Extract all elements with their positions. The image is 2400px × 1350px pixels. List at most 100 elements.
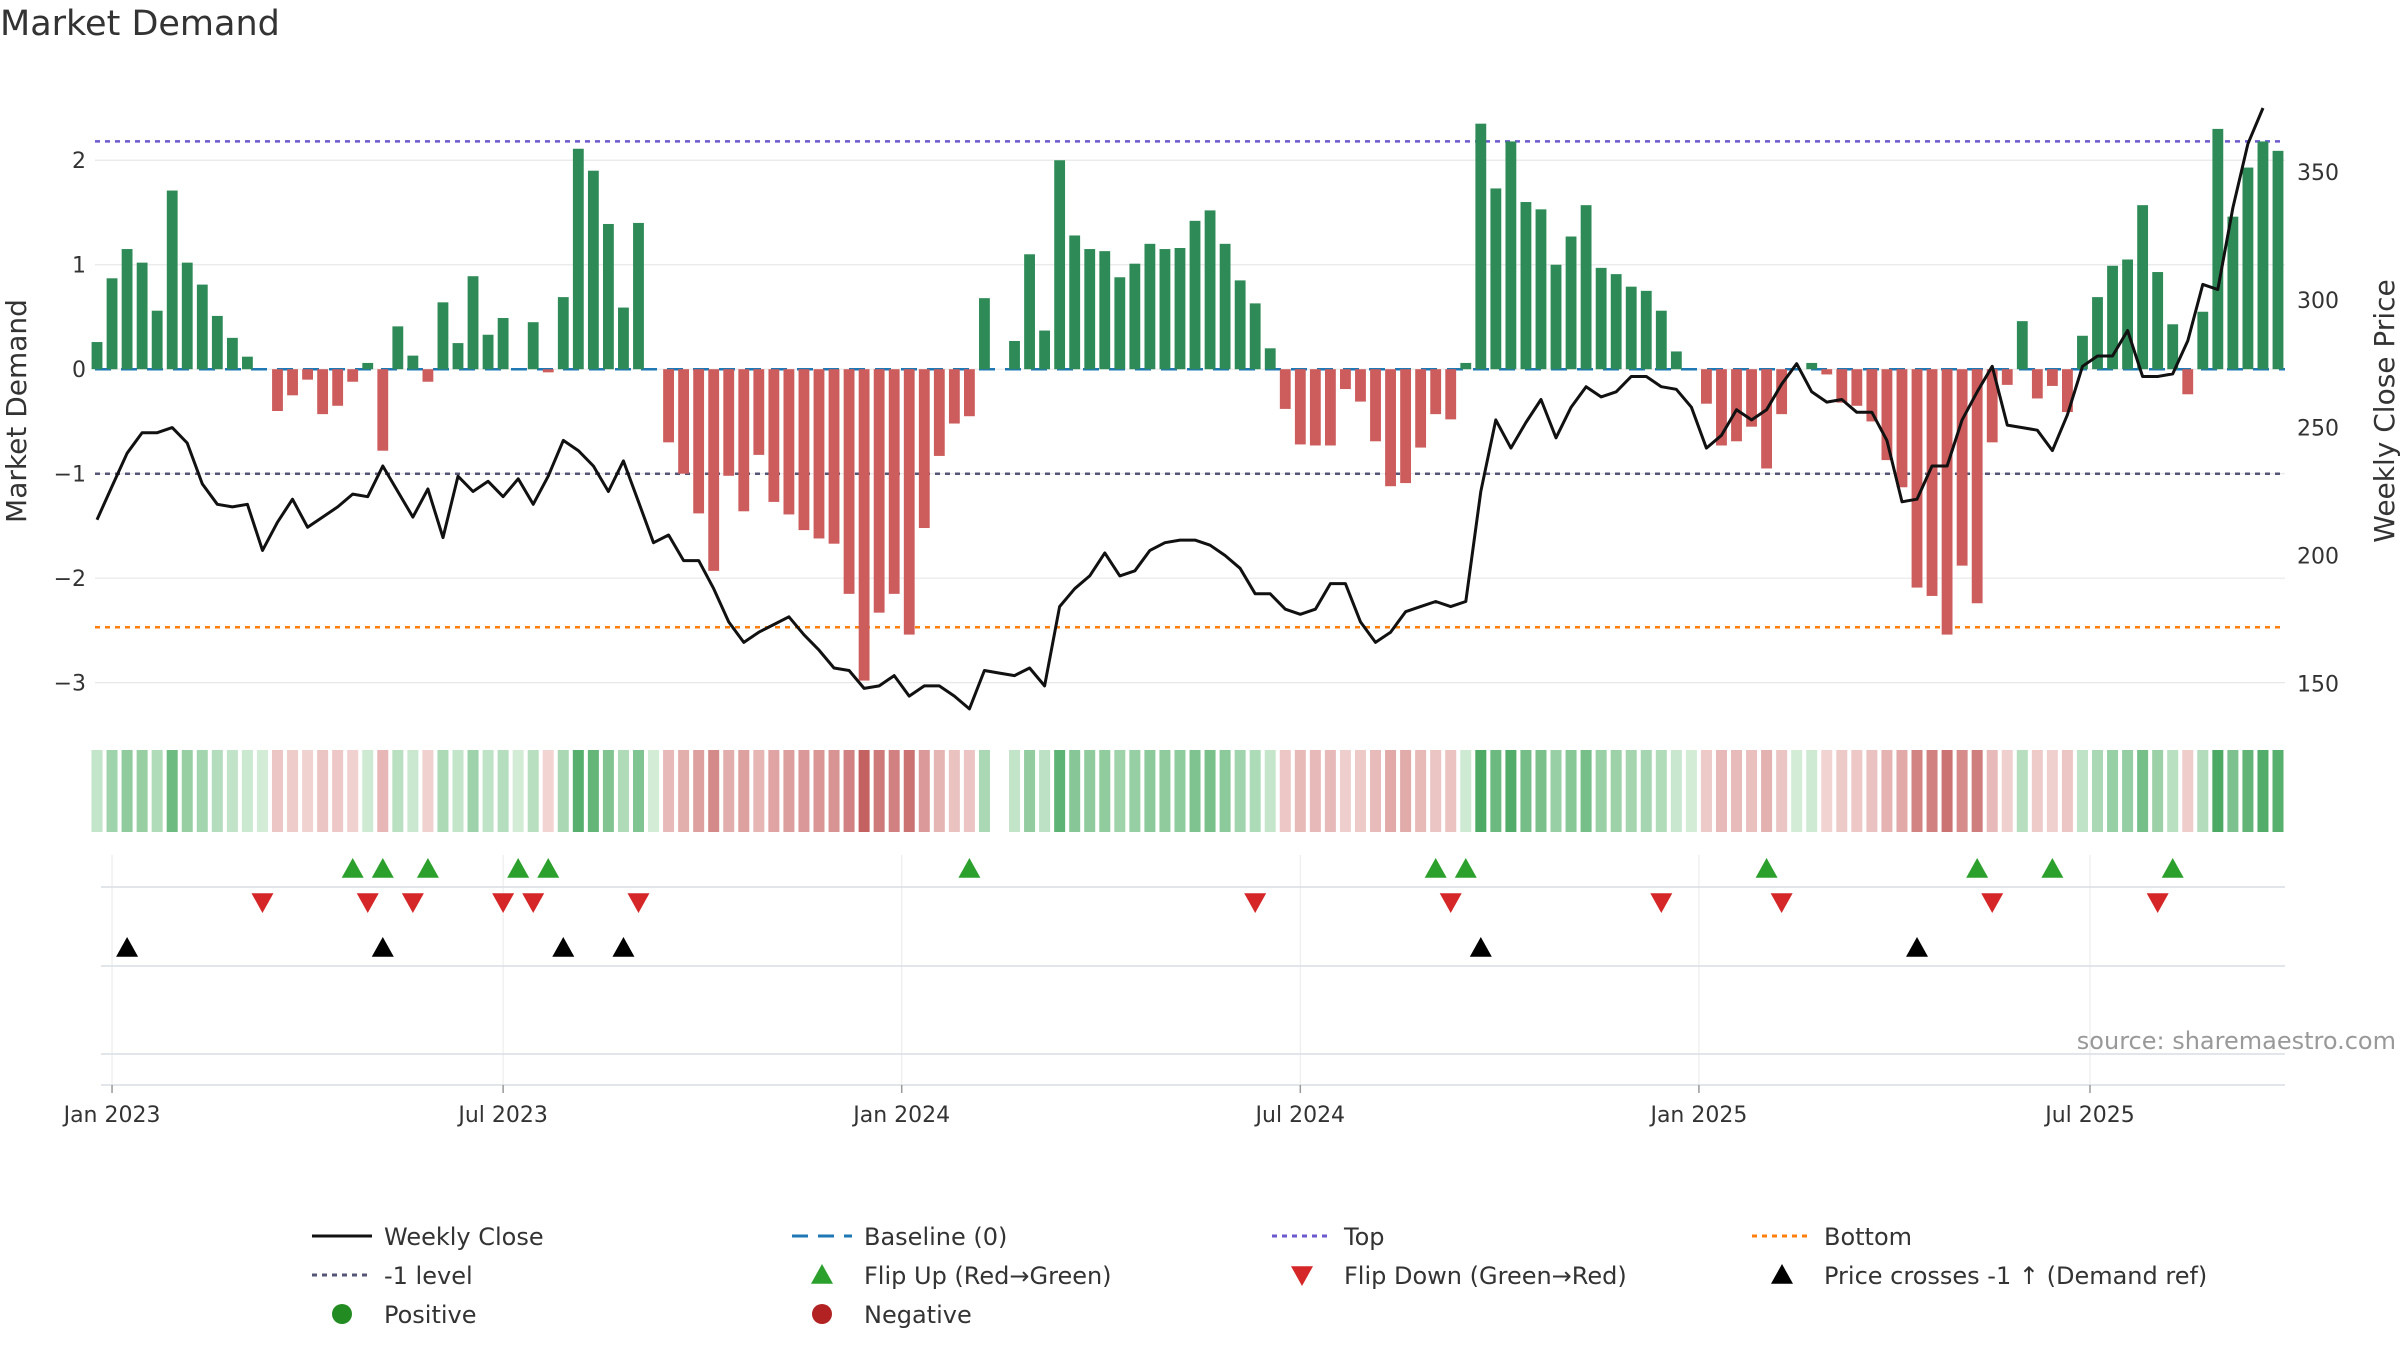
demand-bar (2227, 216, 2239, 370)
demand-bar (181, 262, 193, 370)
heat-cell (873, 750, 885, 832)
demand-bar (587, 170, 599, 370)
demand-bar (1159, 249, 1171, 370)
demand-bar (287, 369, 298, 396)
demand-bar (362, 362, 374, 370)
heat-cell (1309, 750, 1321, 832)
heat-cell (437, 750, 449, 832)
x-axis-ticks: Jan 2023 Jul 2023 Jan 2024 Jul 2024 Jan 2025… (62, 1085, 2135, 1128)
demand-bar (317, 369, 329, 415)
legend-label: Flip Down (Green→Red) (1344, 1262, 1627, 1290)
demand-bar (422, 369, 434, 382)
demand-bar (151, 310, 163, 370)
legend-item: Negative (812, 1301, 972, 1329)
demand-bar (1716, 369, 1727, 446)
demand-bar (1204, 210, 1216, 370)
heat-cell (542, 750, 554, 832)
heat-cell (1836, 750, 1848, 832)
heat-cell (1595, 750, 1607, 832)
demand-bar (2212, 128, 2224, 370)
heat-cell (1159, 750, 1171, 832)
heat-cell (1941, 750, 1953, 832)
heat-cell (1189, 750, 1201, 832)
heat-cell (527, 750, 539, 832)
heat-cell (2016, 750, 2028, 832)
heat-cell (1685, 750, 1697, 832)
heat-cell (2137, 750, 2149, 832)
heat-cell (136, 750, 148, 832)
demand-bar (1535, 209, 1547, 370)
demand-bar (241, 356, 253, 370)
demand-bar (888, 369, 900, 594)
source-label: source: sharemaestro.com (2077, 1027, 2396, 1055)
demand-bar (166, 190, 178, 370)
heat-cell (1279, 750, 1291, 832)
demand-bar (407, 355, 419, 370)
heat-cell (106, 750, 118, 832)
left-axis-label: Market Demand (0, 299, 33, 523)
demand-bar (1565, 236, 1577, 370)
demand-heat-strip (91, 750, 2284, 832)
heat-cell (1144, 750, 1156, 832)
heat-cell (888, 750, 900, 832)
heat-cell (241, 750, 253, 832)
demand-bar (1971, 369, 1983, 604)
demand-bar (332, 369, 344, 406)
flip-up-marker (507, 858, 530, 878)
demand-bar (2197, 311, 2209, 370)
demand-bar (482, 334, 494, 370)
heat-cell (1761, 750, 1773, 832)
x-tick-label: Jan 2024 (851, 1103, 950, 1128)
demand-bar (1851, 369, 1863, 406)
heat-cell (2152, 750, 2164, 832)
demand-bar (497, 318, 509, 370)
demand-bar (1249, 303, 1261, 370)
heat-cell (602, 750, 614, 832)
heat-cell (2107, 750, 2119, 832)
heat-cell (1715, 750, 1727, 832)
heat-cell (738, 750, 750, 832)
heat-cell (708, 750, 720, 832)
price-cross-marker (1906, 937, 1929, 957)
y-tick-label: 2 (72, 149, 86, 174)
legend-item: Top (1272, 1223, 1385, 1251)
demand-bar (1024, 254, 1035, 370)
demand-bar (843, 369, 855, 594)
legend-item: Price crosses -1 ↑ (Demand ref) (1771, 1262, 2207, 1290)
heat-cell (2197, 750, 2209, 832)
heat-cell (1219, 750, 1231, 832)
heat-cell (1986, 750, 1998, 832)
heat-cell (1069, 750, 1081, 832)
event-markers (101, 855, 2285, 1086)
heat-cell (693, 750, 705, 832)
heat-cell (753, 750, 765, 832)
heat-cell (2257, 750, 2269, 832)
demand-bar (1415, 369, 1427, 448)
flip-down-marker (251, 893, 274, 913)
demand-bar (196, 284, 208, 370)
demand-bar (2092, 297, 2103, 370)
demand-bar (1625, 286, 1637, 370)
demand-bar (347, 369, 359, 382)
heat-cell (1099, 750, 1111, 832)
right-axis-label: Weekly Close Price (2368, 279, 2400, 542)
heat-cell (2272, 750, 2284, 832)
demand-bar (2242, 167, 2254, 370)
heat-cell (1054, 750, 1066, 832)
demand-bar (933, 369, 945, 456)
demand-bar (2122, 259, 2134, 370)
heat-cell (723, 750, 735, 832)
heat-cell (1520, 750, 1532, 832)
heat-cell (1791, 750, 1803, 832)
demand-bar (1189, 220, 1201, 370)
flip-up-marker (1424, 858, 1447, 878)
demand-bar (572, 148, 584, 370)
demand-bar (2107, 265, 2118, 370)
demand-bar (2077, 335, 2088, 370)
heat-cell (663, 750, 675, 832)
heat-cell (377, 750, 389, 832)
demand-bar (618, 307, 629, 370)
heat-cell (1234, 750, 1246, 832)
legend-label: Weekly Close (384, 1223, 544, 1251)
